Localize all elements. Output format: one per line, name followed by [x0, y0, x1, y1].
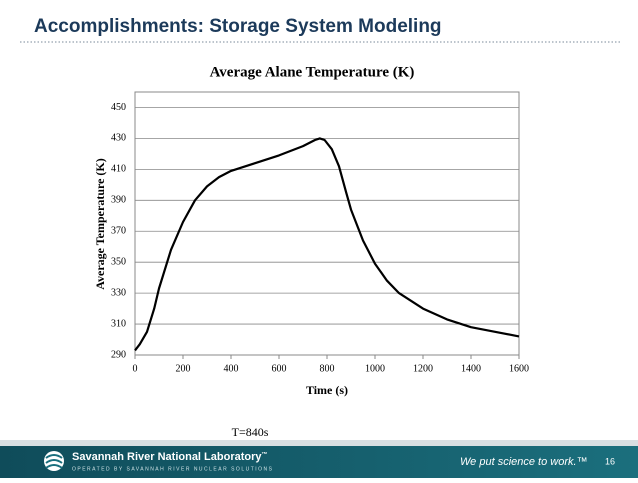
plot-frame [134, 91, 520, 356]
logo-name-text: Savannah River National Laboratory [72, 451, 262, 463]
y-tick-label: 290 [111, 349, 126, 360]
y-tick-label: 410 [111, 164, 126, 175]
x-tick-label: 200 [176, 363, 191, 374]
footer-strip [0, 440, 638, 448]
y-tick-label: 430 [111, 133, 126, 144]
x-tick-label: 400 [224, 363, 239, 374]
y-tick-label: 350 [111, 256, 126, 267]
footer-band [0, 446, 638, 478]
page-number: 16 [605, 456, 615, 466]
tagline: We put science to work.™ [460, 456, 588, 468]
x-tick-label: 0 [133, 363, 138, 374]
x-tick-label: 1600 [509, 363, 529, 374]
y-axis-label: Average Temperature (K) [93, 158, 107, 290]
y-tick-label: 370 [111, 226, 126, 237]
logo-waves [45, 454, 63, 469]
series-line [134, 137, 520, 352]
x-tick-label: 1400 [461, 363, 481, 374]
annotation: T=840s [232, 425, 269, 439]
y-tick-label: 450 [111, 102, 126, 113]
y-tick-label: 310 [111, 318, 126, 329]
logo-name: Savannah River National Laboratory™ [72, 451, 268, 463]
chart-title: Average Alane Temperature (K) [210, 64, 415, 80]
x-tick-label: 1200 [413, 363, 433, 374]
y-tick-label: 330 [111, 287, 126, 298]
logo-sub: OPERATED BY SAVANNAH RIVER NUCLEAR SOLUT… [72, 466, 274, 472]
logo-tm: ™ [262, 451, 268, 458]
slide-title: Accomplishments: Storage System Modeling [34, 16, 442, 37]
x-tick-label: 600 [272, 363, 287, 374]
x-tick-label: 1000 [365, 363, 385, 374]
x-axis-label: Time (s) [306, 383, 348, 397]
x-tick-label: 800 [320, 363, 335, 374]
y-tick-label: 390 [111, 195, 126, 206]
